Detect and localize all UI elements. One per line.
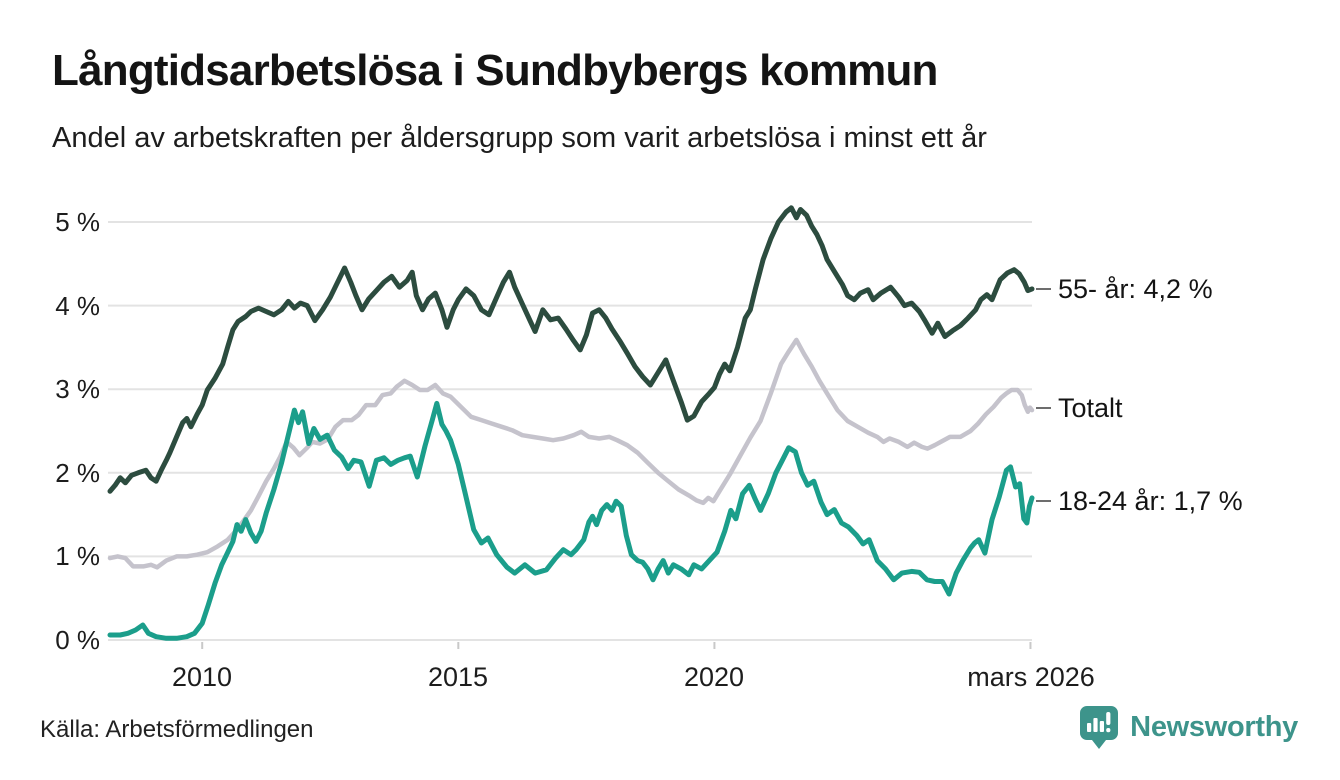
x-axis-tick-mars-2026: mars 2026 xyxy=(967,662,1095,692)
label-connector-dash xyxy=(1036,406,1051,410)
series-line-55-r xyxy=(107,205,1035,494)
y-axis-tick-5: 5 % xyxy=(55,207,100,237)
logo-bar-3 xyxy=(1099,721,1105,732)
y-axis-tick-3: 3 % xyxy=(55,374,100,404)
x-axis-tick-2020: 2020 xyxy=(683,662,745,692)
series-line-totalt xyxy=(107,337,1035,570)
page-title: Långtidsarbetslösa i Sundbybergs kommun xyxy=(52,46,938,95)
logo-exclamation-bar xyxy=(1106,712,1111,725)
series-end-label-totalt: Totalt xyxy=(1036,391,1123,425)
y-axis-tick-1: 1 % xyxy=(55,541,100,571)
series-end-label-18-24-text: 18-24 år: 1,7 % xyxy=(1058,485,1243,516)
y-axis-tick-0: 0 % xyxy=(55,625,100,655)
series-end-label-55-text: 55- år: 4,2 % xyxy=(1058,273,1213,304)
label-connector-dash xyxy=(1036,287,1051,291)
x-axis-tick-2015: 2015 xyxy=(427,662,489,692)
y-axis-tick-4: 4 % xyxy=(55,291,100,321)
series-end-label-18-24: 18-24 år: 1,7 % xyxy=(1036,484,1243,518)
series-line-18-24-r xyxy=(107,400,1035,641)
series-end-label-totalt-text: Totalt xyxy=(1058,392,1123,423)
newsworthy-brand: Newsworthy xyxy=(1078,704,1298,751)
newsworthy-logo-icon xyxy=(1080,706,1119,749)
page-subtitle: Andel av arbetskraften per åldersgrupp s… xyxy=(52,122,987,154)
x-axis-tick-2010: 2010 xyxy=(171,662,233,692)
logo-bar-2 xyxy=(1093,718,1098,732)
series-end-label-55: 55- år: 4,2 % xyxy=(1036,272,1213,306)
logo-bar-1 xyxy=(1087,723,1092,732)
label-connector-dash xyxy=(1036,499,1051,503)
logo-exclamation-dot xyxy=(1106,728,1111,733)
source-attribution: Källa: Arbetsförmedlingen xyxy=(40,716,314,743)
newsworthy-wordmark: Newsworthy xyxy=(1130,711,1298,743)
y-axis-tick-2: 2 % xyxy=(55,458,100,488)
